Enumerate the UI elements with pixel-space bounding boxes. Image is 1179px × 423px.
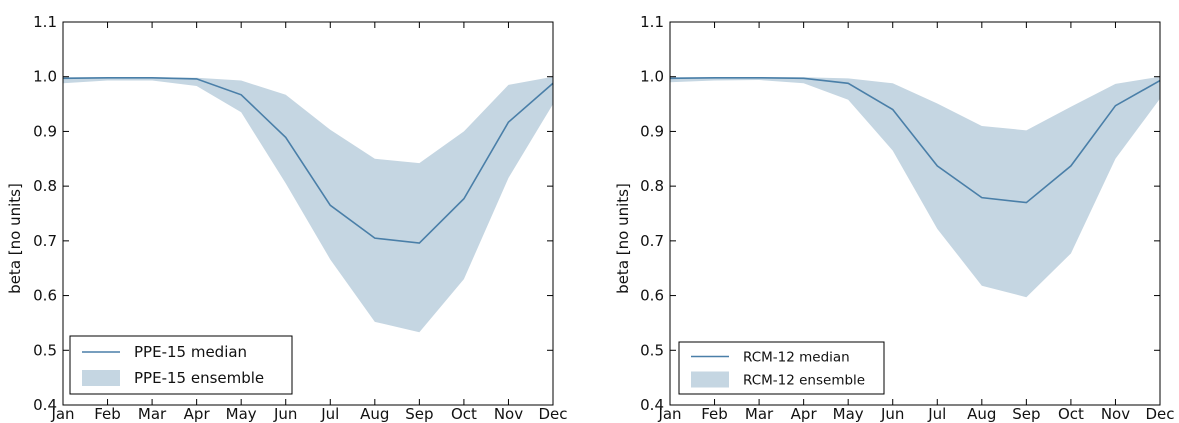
x-tick-label: Dec [538, 405, 567, 423]
y-axis-label: beta [no units] [6, 183, 24, 294]
legend: RCM-12 median RCM-12 ensemble [678, 341, 885, 395]
y-tick-label: 0.7 [33, 232, 57, 250]
legend: PPE-15 median PPE-15 ensemble [69, 335, 293, 395]
legend-ensemble-swatch [691, 371, 729, 388]
y-tick-label: 0.9 [33, 122, 57, 140]
y-tick-label: 0.8 [640, 177, 664, 195]
chart-panel-2: 0.4 0.5 0.6 0.7 0.8 0.9 1.0 1.1 Jan Feb Mar Apr May J… [614, 13, 1175, 423]
y-tick-label: 0.5 [640, 341, 664, 359]
y-tick-label: 1.0 [640, 68, 664, 86]
legend-ensemble-label: PPE-15 ensemble [134, 369, 264, 387]
y-tick-label: 0.6 [33, 287, 57, 305]
x-tick-label: May [833, 405, 864, 423]
x-tick-label: Sep [405, 405, 433, 423]
y-tick-label: 1.0 [33, 68, 57, 86]
plot-frame [62, 21, 554, 406]
y-tick-label: 1.1 [640, 13, 664, 31]
x-tick-label: Mar [745, 405, 774, 423]
x-tick-label: Nov [1101, 405, 1130, 423]
x-tick-label: Jul [320, 405, 339, 423]
legend-ensemble-label: RCM-12 ensemble [743, 373, 865, 389]
y-tick-label: 0.4 [640, 396, 664, 414]
x-tick-label: Nov [494, 405, 523, 423]
x-tick-label: Jun [880, 405, 904, 423]
x-tick-label: Jul [927, 405, 946, 423]
x-tick-label: Aug [967, 405, 996, 423]
x-tick-label: Oct [1058, 405, 1084, 423]
x-tick-label: Oct [451, 405, 477, 423]
x-tick-label: Sep [1012, 405, 1040, 423]
x-tick-label: Jan [657, 405, 681, 423]
ensemble-band [63, 76, 553, 333]
y-tick-label: 0.8 [33, 177, 57, 195]
x-tick-label: Mar [138, 405, 167, 423]
x-tick-label: Feb [701, 405, 728, 423]
x-tick-label: Aug [360, 405, 389, 423]
median-line [669, 77, 1161, 204]
x-tick-label: Feb [94, 405, 121, 423]
y-tick-label: 0.7 [640, 232, 664, 250]
x-tick-label: Jan [50, 405, 74, 423]
y-tick-label: 0.4 [33, 396, 57, 414]
ensemble-band [670, 76, 1160, 298]
y-tick-label: 0.6 [640, 287, 664, 305]
x-tick-label: Apr [184, 405, 211, 423]
legend-ensemble-swatch [82, 370, 120, 386]
plot-frame [669, 21, 1161, 406]
x-tick-label: May [226, 405, 257, 423]
x-tick-label: Jun [273, 405, 297, 423]
y-tick-label: 0.5 [33, 341, 57, 359]
y-tick-label: 1.1 [33, 13, 57, 31]
y-axis-label: beta [no units] [614, 183, 632, 294]
x-tick-label: Dec [1145, 405, 1174, 423]
chart-panel-1: 0.4 0.5 0.6 0.7 0.8 0.9 1.0 1.1 Jan Feb Mar Apr May J… [6, 13, 568, 423]
x-tick-label: Apr [791, 405, 818, 423]
median-line [62, 77, 554, 244]
y-tick-label: 0.9 [640, 122, 664, 140]
legend-median-label: RCM-12 median [743, 350, 850, 366]
legend-median-label: PPE-15 median [134, 343, 247, 361]
